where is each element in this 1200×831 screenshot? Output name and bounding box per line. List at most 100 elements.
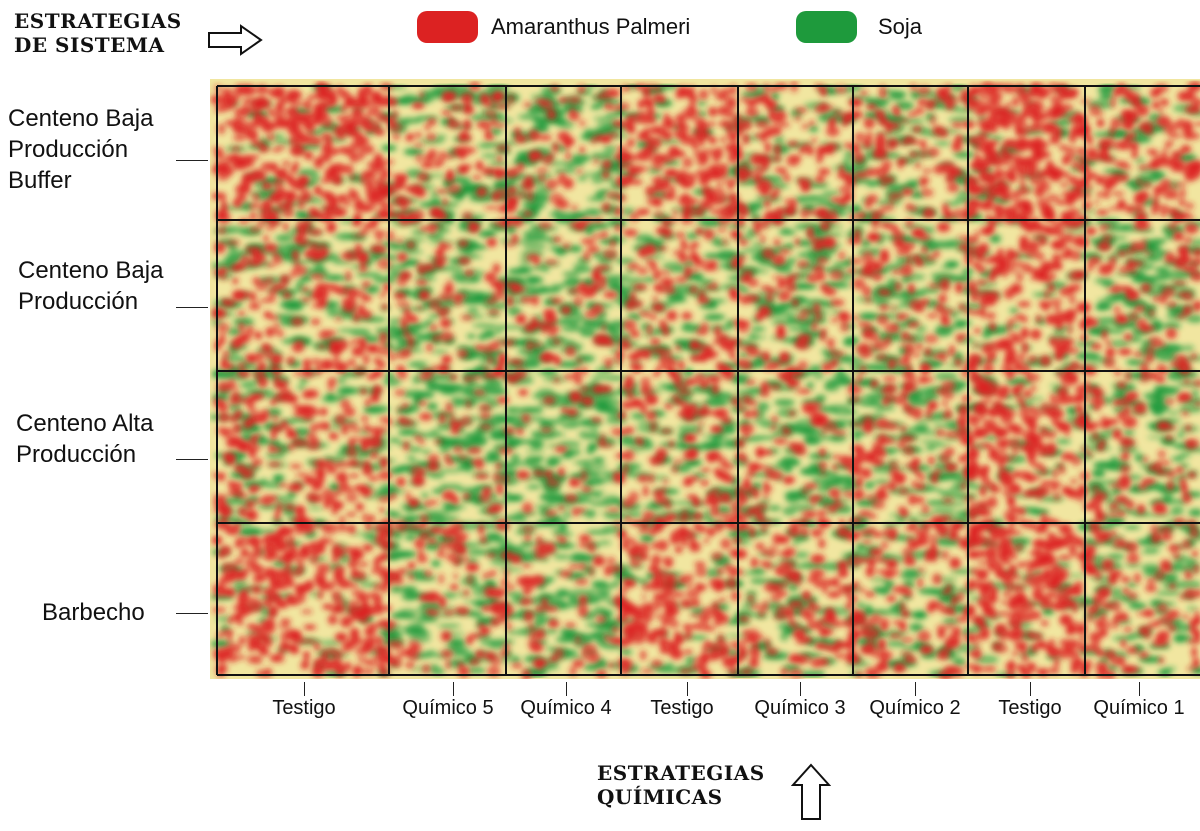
amaranthus-patch	[432, 334, 440, 342]
amaranthus-patch	[329, 283, 339, 291]
amaranthus-patch	[679, 250, 686, 260]
amaranthus-patch	[545, 179, 558, 190]
soja-patch	[785, 312, 794, 318]
amaranthus-patch	[727, 152, 736, 164]
soja-patch	[936, 490, 953, 495]
amaranthus-patch	[283, 174, 294, 183]
amaranthus-patch	[1134, 212, 1148, 220]
amaranthus-patch	[1166, 194, 1180, 199]
amaranthus-patch	[782, 208, 797, 216]
amaranthus-patch	[439, 243, 453, 250]
soja-patch	[587, 442, 599, 452]
amaranthus-patch	[985, 312, 996, 320]
amaranthus-patch	[800, 207, 809, 219]
amaranthus-patch	[618, 102, 631, 111]
amaranthus-patch	[266, 133, 276, 141]
amaranthus-patch	[594, 94, 607, 100]
amaranthus-patch	[664, 195, 676, 200]
soja-patch	[795, 196, 807, 204]
soja-patch	[541, 268, 550, 272]
amaranthus-patch	[653, 283, 662, 292]
amaranthus-patch	[772, 114, 785, 125]
amaranthus-patch	[1058, 144, 1068, 151]
amaranthus-patch	[296, 238, 310, 246]
soja-patch	[325, 307, 343, 313]
amaranthus-patch	[726, 131, 739, 141]
amaranthus-patch	[310, 273, 325, 279]
amaranthus-patch	[741, 119, 752, 131]
amaranthus-patch	[271, 94, 282, 99]
amaranthus-patch	[335, 316, 342, 322]
amaranthus-patch	[1067, 90, 1080, 95]
amaranthus-patch	[1136, 104, 1150, 117]
amaranthus-patch	[870, 210, 885, 217]
amaranthus-patch	[1125, 205, 1135, 214]
soja-patch	[227, 327, 242, 336]
amaranthus-patch	[251, 140, 259, 148]
soja-patch	[793, 223, 808, 231]
soja-patch	[868, 609, 894, 615]
amaranthus-patch	[280, 274, 290, 285]
soja-patch	[1009, 308, 1019, 313]
amaranthus-patch	[602, 249, 618, 260]
amaranthus-patch	[919, 176, 928, 187]
amaranthus-patch	[230, 125, 243, 130]
soja-patch	[1095, 302, 1112, 311]
soja-patch	[1171, 455, 1185, 462]
soja-patch	[414, 391, 435, 399]
soja-patch	[934, 372, 958, 381]
amaranthus-patch	[742, 133, 750, 145]
amaranthus-patch	[258, 167, 274, 173]
soja-patch	[526, 485, 542, 489]
amaranthus-patch	[979, 107, 995, 112]
amaranthus-patch	[801, 142, 812, 153]
amaranthus-patch	[703, 229, 715, 240]
soja-patch	[934, 141, 951, 146]
amaranthus-patch	[772, 238, 782, 247]
amaranthus-patch	[999, 150, 1013, 158]
amaranthus-patch	[883, 120, 893, 129]
soja-patch	[364, 290, 378, 294]
amaranthus-patch	[596, 265, 611, 271]
soja-patch	[870, 578, 890, 582]
amaranthus-patch	[1037, 172, 1044, 180]
amaranthus-patch	[774, 144, 781, 156]
amaranthus-patch	[1152, 101, 1160, 110]
row-label-line: Producción	[16, 441, 137, 468]
soja-patch	[809, 126, 819, 132]
amaranthus-patch	[1094, 199, 1100, 205]
amaranthus-patch	[264, 226, 276, 231]
amaranthus-patch	[288, 96, 296, 104]
soja-patch	[477, 352, 497, 358]
soja-patch	[904, 432, 915, 437]
soja-patch	[404, 238, 426, 242]
amaranthus-patch	[1110, 117, 1122, 129]
soja-patch	[212, 368, 227, 377]
amaranthus-patch	[426, 343, 433, 352]
amaranthus-patch	[978, 203, 992, 211]
amaranthus-patch	[891, 269, 900, 275]
amaranthus-patch	[562, 177, 574, 190]
amaranthus-patch	[1164, 141, 1174, 146]
amaranthus-patch	[1007, 319, 1016, 324]
soja-patch	[720, 283, 746, 291]
soja-patch	[631, 314, 642, 321]
amaranthus-patch	[938, 293, 948, 304]
soja-patch	[643, 277, 656, 282]
amaranthus-patch	[1153, 185, 1165, 195]
amaranthus-patch	[349, 154, 361, 163]
soja-patch	[677, 465, 691, 473]
soja-patch	[508, 593, 522, 597]
amaranthus-patch	[391, 187, 398, 195]
amaranthus-patch	[591, 270, 601, 282]
soja-patch	[528, 204, 541, 214]
soja-patch	[390, 612, 411, 619]
amaranthus-patch	[859, 365, 867, 374]
amaranthus-patch	[876, 314, 889, 326]
amaranthus-patch	[763, 199, 771, 208]
amaranthus-patch	[240, 254, 250, 263]
soja-patch	[562, 652, 578, 656]
amaranthus-patch	[1068, 116, 1076, 123]
soja-patch	[281, 338, 298, 344]
amaranthus-patch	[514, 134, 528, 144]
